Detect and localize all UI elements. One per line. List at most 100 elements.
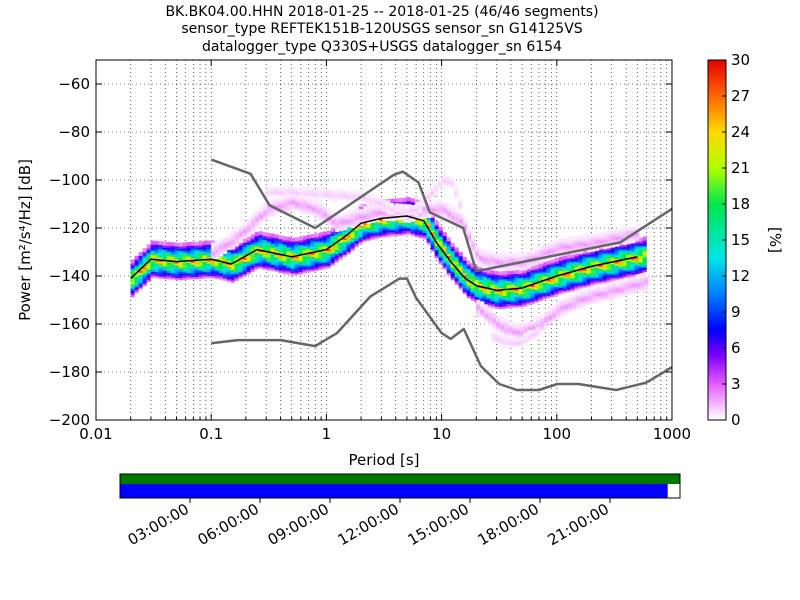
density-cell bbox=[354, 241, 359, 246]
density-cell bbox=[558, 277, 563, 282]
density-cell bbox=[430, 222, 435, 227]
density-cell bbox=[142, 273, 147, 278]
density-cell bbox=[254, 232, 259, 237]
density-cell bbox=[215, 240, 220, 245]
density-cell bbox=[434, 245, 439, 250]
density-cell bbox=[238, 249, 243, 254]
density-cell bbox=[262, 261, 267, 266]
density-cell bbox=[495, 253, 500, 258]
density-cell bbox=[590, 262, 595, 267]
density-cell bbox=[502, 285, 507, 290]
density-cell bbox=[218, 273, 223, 278]
density-cell bbox=[502, 294, 507, 299]
density-cell bbox=[430, 230, 435, 235]
density-cell bbox=[570, 259, 575, 264]
density-cell bbox=[514, 274, 519, 279]
density-cell bbox=[302, 269, 307, 274]
density-cell bbox=[258, 239, 263, 244]
density-cell bbox=[178, 269, 183, 274]
density-cell bbox=[582, 273, 587, 278]
density-cell bbox=[266, 264, 271, 269]
density-cell bbox=[618, 256, 623, 261]
density-cell bbox=[578, 284, 583, 289]
density-cell bbox=[530, 295, 535, 300]
data-coverage-timeline: 03:00:00 06:00:00 09:00:00 12:00:00 15:00:00… bbox=[119, 473, 681, 549]
density-cell bbox=[286, 247, 291, 252]
density-cell bbox=[206, 268, 211, 273]
density-cell bbox=[518, 301, 523, 306]
density-cell bbox=[386, 202, 391, 207]
density-cell bbox=[462, 271, 467, 276]
density-cell bbox=[598, 271, 603, 276]
density-cell bbox=[334, 250, 339, 255]
density-cell bbox=[314, 193, 319, 198]
density-cell bbox=[522, 300, 527, 305]
density-cell bbox=[146, 257, 151, 262]
density-cell bbox=[374, 228, 379, 233]
density-cell bbox=[446, 237, 451, 242]
density-cell bbox=[574, 281, 579, 286]
density-cell bbox=[578, 265, 583, 270]
density-cell bbox=[599, 231, 604, 236]
density-cell bbox=[134, 260, 139, 265]
density-cell bbox=[602, 247, 607, 252]
density-cell bbox=[506, 272, 511, 277]
density-cell bbox=[182, 242, 187, 247]
density-cell bbox=[274, 263, 279, 268]
density-cell bbox=[154, 259, 159, 264]
density-cell bbox=[322, 258, 327, 263]
density-cell bbox=[294, 252, 299, 257]
density-cell bbox=[278, 241, 283, 246]
density-cell bbox=[266, 258, 271, 263]
density-cell bbox=[206, 249, 211, 254]
density-cell bbox=[170, 273, 175, 278]
density-cell bbox=[524, 321, 529, 326]
density-cell bbox=[350, 242, 355, 247]
density-cell bbox=[198, 241, 203, 246]
density-cell bbox=[266, 237, 271, 242]
density-cell bbox=[322, 263, 327, 268]
density-cell bbox=[150, 274, 155, 279]
density-cell bbox=[518, 294, 523, 299]
density-cell bbox=[158, 241, 163, 246]
density-cell bbox=[490, 299, 495, 304]
colorbar-tick-label: 18 bbox=[731, 195, 750, 213]
coverage-bar bbox=[120, 484, 668, 498]
density-cell bbox=[130, 280, 135, 285]
density-cell bbox=[490, 284, 495, 289]
density-cell bbox=[362, 227, 367, 232]
density-cell bbox=[358, 233, 363, 238]
density-cell bbox=[594, 259, 599, 264]
density-cell bbox=[198, 253, 203, 258]
density-cell bbox=[226, 256, 231, 261]
density-cell bbox=[570, 284, 575, 289]
density-cell bbox=[326, 247, 331, 252]
density-cell bbox=[346, 250, 351, 255]
density-cell bbox=[526, 276, 531, 281]
density-cell bbox=[502, 292, 507, 297]
density-cell bbox=[218, 267, 223, 272]
density-cell bbox=[586, 269, 591, 274]
density-cell bbox=[562, 289, 567, 294]
density-cell bbox=[226, 267, 231, 272]
density-cell bbox=[626, 271, 631, 276]
density-cell bbox=[154, 268, 159, 273]
density-cell bbox=[558, 269, 563, 274]
density-cell bbox=[550, 292, 555, 297]
density-cell bbox=[566, 267, 571, 272]
density-cell bbox=[514, 271, 519, 276]
density-cell bbox=[270, 244, 275, 249]
density-cell bbox=[150, 270, 155, 275]
density-cell bbox=[286, 241, 291, 246]
density-cell bbox=[642, 261, 647, 266]
density-cell bbox=[486, 269, 491, 274]
density-cell bbox=[530, 270, 535, 275]
density-cell bbox=[194, 252, 199, 257]
density-cell bbox=[302, 244, 307, 249]
density-cell bbox=[266, 266, 271, 271]
density-cell bbox=[386, 228, 391, 233]
density-cell bbox=[302, 263, 307, 268]
density-cell bbox=[622, 253, 627, 258]
density-cell bbox=[466, 260, 471, 265]
